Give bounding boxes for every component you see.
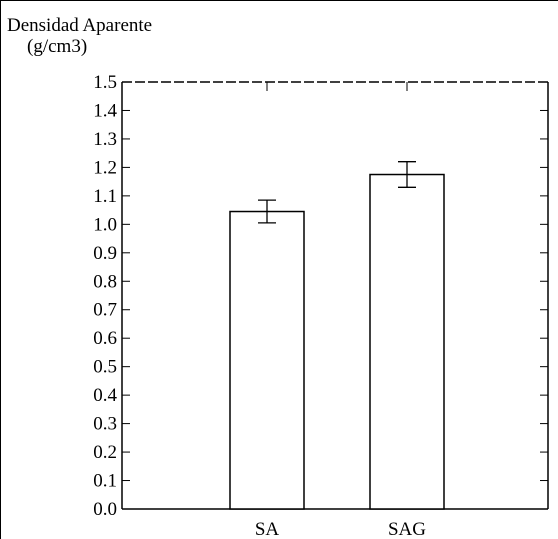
y-tick-label: 1.4	[93, 100, 117, 121]
plot-area: 0.0 0.1 0.2 0.3 0.4 0.5 0.6 0.7 0.8 0.9 1.0 1.1 1.2 1…	[93, 72, 549, 539]
y-tick-label: 0.8	[93, 271, 117, 292]
y-tick-label: 0.2	[93, 442, 117, 463]
y-axis-title-line1: Densidad Aparente	[7, 15, 152, 36]
y-tick-label: 1.5	[93, 72, 117, 93]
x-tick-label-sa: SA	[255, 519, 280, 539]
y-tick-label: 0.9	[93, 243, 117, 264]
y-tick-label: 0.4	[93, 385, 117, 406]
x-tick-label-sag: SAG	[388, 519, 426, 539]
y-tick-label: 1.1	[93, 186, 117, 207]
y-axis-title-line2: (g/cm3)	[27, 36, 87, 57]
y-tick-label: 0.1	[93, 471, 117, 492]
y-tick-label: 0.7	[93, 300, 117, 321]
y-tick-label: 0.6	[93, 328, 117, 349]
y-tick-label: 1.3	[93, 129, 117, 150]
y-tick-label: 0.0	[93, 499, 117, 520]
bar-sag	[369, 173, 445, 510]
y-tick-label: 1.2	[93, 157, 117, 178]
y-tick-label: 0.5	[93, 357, 117, 378]
y-tick-label: 1.0	[93, 214, 117, 235]
y-tick-label: 0.3	[93, 414, 117, 435]
bar-sa	[229, 210, 305, 510]
